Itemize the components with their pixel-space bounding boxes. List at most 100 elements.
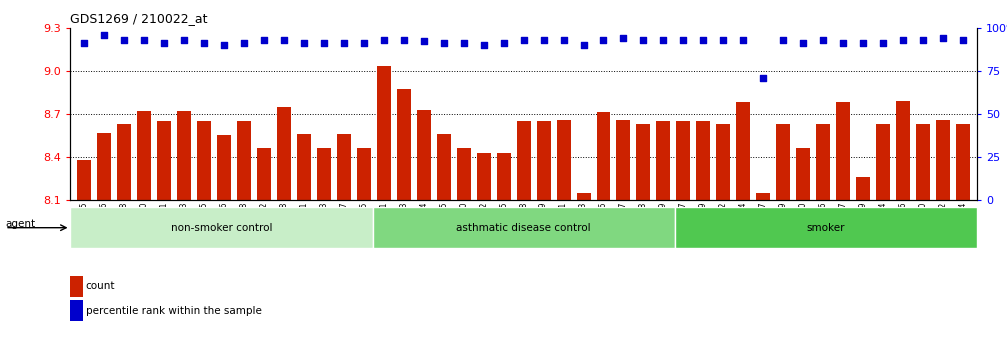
- Bar: [417, 109, 431, 345]
- Text: non-smoker control: non-smoker control: [171, 223, 272, 233]
- Bar: [437, 134, 451, 345]
- Bar: [797, 148, 810, 345]
- Point: [416, 39, 432, 44]
- Bar: [537, 121, 551, 345]
- Point: [376, 37, 392, 42]
- Bar: [476, 152, 490, 345]
- Point: [955, 37, 971, 42]
- Bar: [836, 102, 850, 345]
- Bar: [297, 134, 311, 345]
- Point: [775, 37, 792, 42]
- Point: [217, 42, 233, 48]
- Bar: [317, 148, 331, 345]
- Point: [676, 37, 692, 42]
- Bar: [856, 177, 870, 345]
- Point: [796, 40, 812, 46]
- Point: [475, 42, 491, 48]
- Bar: [936, 120, 950, 345]
- Point: [136, 37, 152, 42]
- Point: [156, 40, 172, 46]
- Bar: [356, 148, 371, 345]
- Point: [176, 37, 192, 42]
- Bar: [337, 134, 351, 345]
- Text: count: count: [86, 282, 115, 291]
- Bar: [716, 124, 730, 345]
- Bar: [98, 132, 112, 345]
- Point: [635, 37, 652, 42]
- Point: [536, 37, 552, 42]
- Point: [97, 32, 113, 37]
- Bar: [118, 124, 131, 345]
- Point: [396, 37, 412, 42]
- Bar: [197, 121, 211, 345]
- Point: [575, 42, 591, 48]
- Bar: [616, 120, 630, 345]
- Point: [715, 37, 731, 42]
- Point: [595, 37, 611, 42]
- Bar: [218, 135, 232, 345]
- Point: [615, 35, 631, 41]
- Text: asthmatic disease control: asthmatic disease control: [456, 223, 591, 233]
- Bar: [397, 89, 411, 345]
- Point: [695, 37, 711, 42]
- Bar: [675, 207, 977, 248]
- Bar: [776, 124, 790, 345]
- Point: [934, 35, 951, 41]
- Bar: [78, 160, 92, 345]
- Bar: [916, 124, 929, 345]
- Bar: [557, 120, 571, 345]
- Bar: [876, 124, 890, 345]
- Point: [355, 40, 372, 46]
- Bar: [657, 121, 671, 345]
- Bar: [596, 112, 610, 345]
- Bar: [257, 148, 271, 345]
- Text: percentile rank within the sample: percentile rank within the sample: [86, 306, 262, 315]
- Point: [456, 40, 472, 46]
- Point: [196, 40, 212, 46]
- Point: [516, 37, 532, 42]
- Bar: [157, 121, 171, 345]
- Bar: [696, 121, 710, 345]
- Bar: [238, 121, 251, 345]
- Point: [117, 37, 133, 42]
- Point: [236, 40, 252, 46]
- Point: [556, 37, 572, 42]
- Point: [835, 40, 851, 46]
- Point: [895, 37, 911, 42]
- Bar: [377, 66, 391, 345]
- Bar: [896, 101, 910, 345]
- Bar: [816, 124, 830, 345]
- Bar: [373, 207, 675, 248]
- Bar: [277, 107, 291, 345]
- Point: [855, 40, 871, 46]
- Bar: [457, 148, 470, 345]
- Bar: [636, 124, 651, 345]
- Text: GDS1269 / 210022_at: GDS1269 / 210022_at: [70, 12, 208, 25]
- Bar: [577, 193, 590, 345]
- Text: agent: agent: [5, 219, 35, 228]
- Bar: [756, 193, 770, 345]
- Point: [815, 37, 831, 42]
- Point: [316, 40, 332, 46]
- Text: smoker: smoker: [807, 223, 845, 233]
- Point: [875, 40, 891, 46]
- Bar: [137, 111, 151, 345]
- Bar: [677, 121, 691, 345]
- Bar: [736, 102, 750, 345]
- Point: [296, 40, 312, 46]
- Bar: [496, 152, 511, 345]
- Point: [77, 40, 93, 46]
- Point: [656, 37, 672, 42]
- Bar: [70, 207, 373, 248]
- Point: [755, 75, 771, 80]
- Bar: [177, 111, 191, 345]
- Point: [336, 40, 352, 46]
- Point: [495, 40, 512, 46]
- Point: [276, 37, 292, 42]
- Point: [914, 37, 930, 42]
- Point: [256, 37, 272, 42]
- Point: [436, 40, 452, 46]
- Point: [735, 37, 751, 42]
- Bar: [517, 121, 531, 345]
- Bar: [956, 124, 970, 345]
